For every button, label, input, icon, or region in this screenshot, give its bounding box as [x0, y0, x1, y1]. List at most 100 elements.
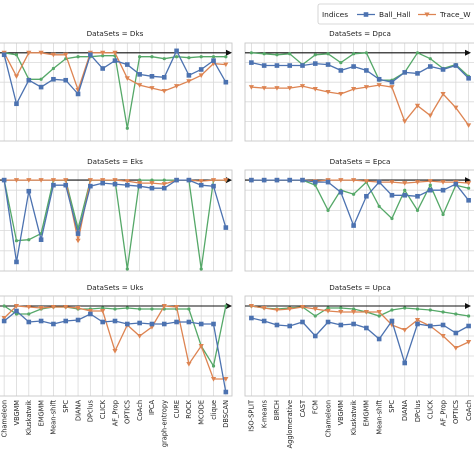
data-point-0: [1, 177, 7, 183]
data-point-2: [150, 55, 154, 59]
x-tick-label: IPCA: [148, 400, 156, 416]
data-point-1: [351, 178, 357, 183]
data-point-0: [223, 79, 229, 85]
data-point-0: [300, 63, 305, 68]
data-point-0: [137, 320, 142, 326]
data-point-1: [312, 87, 318, 92]
data-point-1: [149, 181, 155, 186]
data-point-2: [249, 51, 253, 55]
panel-frame: [0, 169, 233, 272]
data-point-1: [338, 178, 344, 183]
square-marker-icon: [363, 12, 369, 17]
x-tick-label: CURE: [173, 400, 181, 418]
data-point-1: [198, 344, 204, 349]
data-point-2: [138, 178, 142, 182]
data-point-1: [376, 310, 382, 315]
data-point-0: [149, 74, 155, 79]
data-point-0: [161, 185, 167, 191]
data-point-0: [174, 319, 179, 325]
data-point-2: [467, 314, 471, 318]
x-tick-label: AF_Prop: [439, 400, 447, 426]
data-point-0: [63, 318, 69, 324]
data-point-0: [287, 177, 293, 183]
x-tick-label: Agglomerative: [286, 400, 294, 448]
data-point-0: [14, 308, 19, 314]
data-point-1: [389, 180, 395, 185]
data-point-1: [363, 179, 369, 184]
x-tick-label: DPclus: [414, 399, 422, 422]
legend-box: [317, 3, 474, 25]
data-point-0: [211, 58, 216, 63]
data-point-0: [300, 319, 305, 325]
data-point-0: [300, 177, 305, 183]
data-point-2: [14, 239, 19, 243]
data-point-1: [414, 103, 421, 109]
data-point-0: [351, 64, 356, 69]
data-point-1: [26, 305, 32, 310]
data-point-0: [174, 177, 179, 183]
data-point-1: [112, 178, 118, 183]
x-tick-label: VBGMM: [13, 400, 21, 426]
data-point-1: [287, 307, 293, 312]
data-point-1: [198, 73, 204, 78]
data-point-2: [403, 306, 407, 310]
data-point-2: [352, 307, 356, 311]
data-point-2: [14, 53, 19, 57]
data-point-1: [38, 178, 44, 183]
data-point-2: [101, 306, 105, 310]
x-tick-label: CAST: [299, 399, 307, 417]
data-point-1: [338, 91, 344, 97]
data-point-0: [376, 76, 382, 82]
data-point-0: [137, 72, 142, 77]
data-point-2: [415, 208, 420, 212]
data-point-0: [26, 188, 32, 194]
data-point-0: [466, 75, 471, 81]
data-point-2: [403, 188, 407, 192]
data-point-1: [402, 328, 408, 333]
data-point-0: [312, 333, 318, 339]
data-point-0: [287, 63, 293, 68]
x-tick-label: Chameleon: [324, 400, 332, 437]
data-point-1: [100, 309, 106, 314]
x-tick-label: OPTICS: [124, 400, 132, 424]
data-point-0: [51, 321, 56, 327]
data-point-0: [440, 67, 446, 72]
panel-title: DataSets = Eks: [87, 157, 143, 166]
data-point-0: [415, 193, 420, 199]
data-point-0: [198, 182, 204, 188]
x-tick-label: SPC: [62, 400, 70, 413]
data-point-1: [50, 305, 57, 310]
data-point-1: [351, 310, 357, 315]
panel-upca: DataSets = Upca ISO-SPLIT K-means BIRCH Aggl…: [244, 283, 474, 448]
data-point-1: [186, 362, 192, 367]
data-point-1: [287, 86, 293, 91]
x-tick-label: Mean-shift: [375, 400, 383, 435]
data-point-2: [441, 212, 445, 217]
data-point-2: [125, 267, 129, 271]
data-point-1: [299, 84, 306, 89]
series-line-0: [251, 179, 470, 228]
data-point-0: [453, 330, 459, 336]
x-tick-label: CLICK: [427, 399, 435, 419]
data-point-2: [51, 66, 56, 71]
data-point-1: [75, 238, 81, 244]
data-point-1: [414, 318, 421, 323]
data-point-1: [50, 178, 57, 183]
data-point-2: [467, 186, 471, 190]
data-point-1: [75, 306, 81, 311]
data-point-2: [125, 306, 129, 310]
data-point-1: [363, 310, 369, 315]
series-line-2: [251, 305, 469, 317]
x-tick-label: DPclus: [87, 399, 95, 422]
x-tick-label: SPC: [388, 400, 396, 413]
data-point-1: [466, 181, 472, 186]
data-point-1: [137, 83, 143, 88]
data-point-0: [376, 336, 382, 342]
data-point-1: [427, 113, 433, 119]
data-point-2: [174, 55, 179, 59]
panel-title: DataSets = Upca: [329, 283, 390, 292]
data-point-1: [100, 178, 106, 183]
data-point-1: [466, 123, 472, 128]
data-point-0: [14, 101, 19, 107]
data-point-1: [161, 89, 167, 94]
